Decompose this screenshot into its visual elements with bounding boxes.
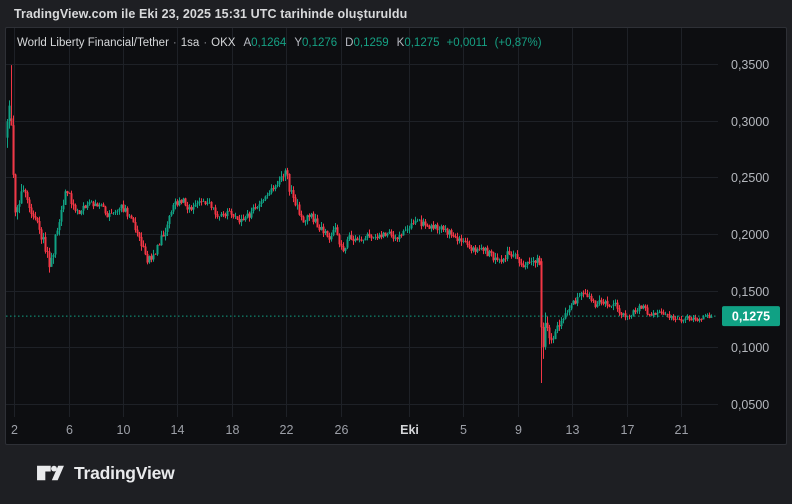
axis-labels: 2 6 10 14 18 22 26 Eki 5 9 13 17 210,35000,30000,250…: [11, 58, 769, 437]
current-price-badge-text: 0,1275: [732, 310, 770, 324]
x-axis-label: 10: [117, 423, 131, 437]
x-axis-label: 21: [675, 423, 689, 437]
symbol-title: World Liberty Financial/Tether: [17, 37, 169, 49]
y-axis-label: 0,0500: [731, 398, 769, 412]
x-axis-label: 26: [335, 423, 349, 437]
attribution-bar: TradingView.com ile Eki 23, 2025 15:31 U…: [0, 0, 792, 27]
candles-series: [6, 65, 713, 384]
x-axis-label: 13: [566, 423, 580, 437]
chart-container: 0,1275 2 6 10 14 18 22 26 Eki 5 9 13 17 21 0,3500 0,300…: [5, 27, 787, 445]
x-axis-label: 14: [171, 423, 185, 437]
x-axis-label: 6: [66, 423, 73, 437]
x-axis-label: 18: [226, 423, 240, 437]
price-change-pct: (+0,87%): [494, 37, 542, 49]
separator-dot: ·: [203, 37, 208, 49]
tradingview-logo[interactable]: TradingView: [36, 463, 175, 484]
ohlc-open: A0,1264: [243, 37, 287, 49]
x-axis-label: 17: [621, 423, 635, 437]
symbol-legend: World Liberty Financial/Tether · 1sa · O…: [17, 37, 542, 49]
x-axis-label: 5: [460, 423, 467, 437]
tradingview-logo-text: TradingView: [74, 463, 175, 483]
x-axis-label: Eki: [400, 423, 419, 437]
y-axis-label: 0,3000: [731, 115, 769, 129]
y-axis-label: 0,1000: [731, 341, 769, 355]
exchange-label: OKX: [211, 37, 236, 49]
price-line-and-badge: 0,1275: [6, 306, 780, 327]
x-axis-label: 22: [280, 423, 294, 437]
y-axis-label: 0,2500: [731, 171, 769, 185]
ohlc-high: Y0,1276: [294, 37, 338, 49]
footer: TradingView: [0, 443, 792, 504]
current-price-badge: [722, 306, 780, 327]
interval-label: 1sa: [180, 37, 200, 49]
x-axis-label: 2: [11, 423, 18, 437]
separator-dot: ·: [172, 37, 177, 49]
ohlc-low: D0,1259: [345, 37, 389, 49]
tradingview-logo-icon: [37, 465, 64, 481]
x-axis-label: 9: [515, 423, 522, 437]
y-axis-label: 0,2000: [731, 228, 769, 242]
gridlines: [6, 28, 718, 417]
y-axis-label: 0,3500: [731, 58, 769, 72]
attribution-text: TradingView.com ile Eki 23, 2025 15:31 U…: [14, 6, 408, 21]
ohlc-close: K0,1275: [396, 37, 440, 49]
y-axis-label: 0,1500: [731, 285, 769, 299]
price-change: +0,0011: [446, 37, 488, 49]
